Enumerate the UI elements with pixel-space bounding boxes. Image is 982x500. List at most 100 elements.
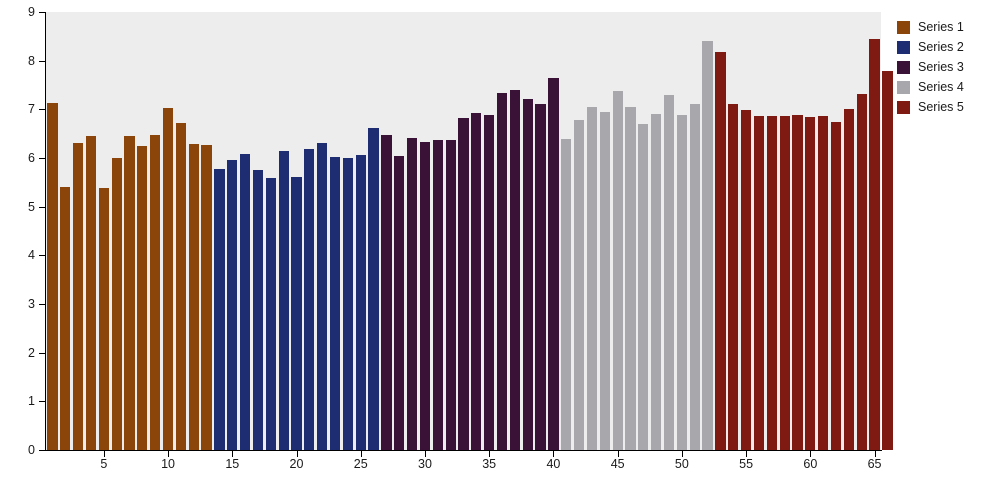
x-axis-tick-label: 30 <box>418 457 432 471</box>
legend-item[interactable]: Series 3 <box>897 58 979 77</box>
bar[interactable] <box>445 139 456 450</box>
y-axis-tick-label: 6 <box>28 151 35 165</box>
bar[interactable] <box>278 151 289 450</box>
legend-swatch-icon <box>897 81 910 94</box>
bar[interactable] <box>779 115 790 450</box>
bar[interactable] <box>227 159 238 450</box>
bar[interactable] <box>651 114 662 450</box>
y-axis-tick <box>39 12 46 13</box>
bar[interactable] <box>394 155 405 450</box>
bar[interactable] <box>676 115 687 450</box>
bar[interactable] <box>625 107 636 450</box>
bar[interactable] <box>85 135 97 450</box>
bar[interactable] <box>458 118 469 450</box>
x-axis-tick-label: 5 <box>100 457 108 471</box>
bar[interactable] <box>728 103 739 450</box>
x-axis-tick <box>874 451 876 457</box>
bar[interactable] <box>304 148 315 450</box>
y-axis-tick <box>39 158 46 159</box>
legend-item[interactable]: Series 1 <box>897 18 979 37</box>
y-axis-line <box>45 12 46 450</box>
x-axis-tick-label: 50 <box>674 457 689 471</box>
bar[interactable] <box>818 116 829 450</box>
bar[interactable] <box>175 122 186 450</box>
bar[interactable] <box>869 38 880 450</box>
bar[interactable] <box>72 143 84 450</box>
bar[interactable] <box>766 116 777 450</box>
bar[interactable] <box>599 112 610 450</box>
bar[interactable] <box>573 119 585 450</box>
bar[interactable] <box>368 128 379 450</box>
y-axis-tick <box>39 304 46 305</box>
bar[interactable] <box>856 94 867 450</box>
bar[interactable] <box>740 109 752 450</box>
bar[interactable] <box>843 109 854 450</box>
bar[interactable] <box>882 70 893 450</box>
bar[interactable] <box>252 170 264 450</box>
x-axis-tick-label: 15 <box>225 457 240 471</box>
bar[interactable] <box>124 136 135 450</box>
x-axis-tick <box>810 451 812 457</box>
y-axis-tick-label: 2 <box>28 345 35 360</box>
bar[interactable] <box>432 140 443 450</box>
x-axis-tick <box>168 451 170 457</box>
bar[interactable] <box>689 104 700 450</box>
bar[interactable] <box>355 154 366 450</box>
legend-item[interactable]: Series 2 <box>897 38 979 57</box>
bar[interactable] <box>522 98 533 450</box>
bar[interactable] <box>496 92 508 450</box>
x-axis-tick <box>103 451 105 457</box>
bar[interactable] <box>137 146 148 450</box>
legend-label: Series 3 <box>918 60 964 75</box>
bar[interactable] <box>47 103 58 450</box>
bar[interactable] <box>548 77 559 450</box>
bar[interactable] <box>702 41 713 450</box>
legend-item[interactable]: Series 4 <box>897 78 979 97</box>
bar[interactable] <box>265 178 276 450</box>
bar[interactable] <box>612 90 623 450</box>
bar[interactable] <box>98 188 109 450</box>
bar[interactable] <box>381 134 392 450</box>
bar[interactable] <box>484 115 495 450</box>
bar[interactable] <box>329 157 341 450</box>
bar[interactable] <box>792 115 803 450</box>
bar[interactable] <box>291 176 302 450</box>
y-axis-tick <box>39 401 46 403</box>
bar[interactable] <box>111 158 122 450</box>
legend-label: Series 5 <box>918 100 964 115</box>
bar[interactable] <box>830 121 842 450</box>
bar[interactable] <box>201 145 212 450</box>
bar[interactable] <box>561 139 572 450</box>
bar[interactable] <box>753 115 765 450</box>
bar[interactable] <box>188 144 199 450</box>
bar[interactable] <box>715 51 726 450</box>
x-axis-tick-label: 35 <box>482 457 497 471</box>
bar[interactable] <box>162 108 174 450</box>
x-axis-tick <box>681 451 683 457</box>
legend-swatch-icon <box>897 21 910 34</box>
bar[interactable] <box>214 168 225 450</box>
legend-item[interactable]: Series 5 <box>897 98 979 117</box>
y-axis-tick-label: 0 <box>28 443 35 457</box>
x-axis-tick <box>296 451 298 457</box>
y-axis-tick <box>39 206 46 208</box>
bar[interactable] <box>509 90 520 450</box>
bar[interactable] <box>471 112 482 450</box>
plot-area <box>45 12 893 450</box>
bar[interactable] <box>535 103 546 450</box>
bar[interactable] <box>663 94 675 450</box>
bar[interactable] <box>317 143 328 450</box>
bar[interactable] <box>342 158 353 450</box>
bar[interactable] <box>150 135 161 450</box>
bar[interactable] <box>239 154 251 450</box>
bar[interactable] <box>638 123 649 450</box>
bar[interactable] <box>586 106 598 450</box>
bar[interactable] <box>60 186 71 450</box>
bar[interactable] <box>419 141 431 450</box>
x-axis-tick-label: 40 <box>546 457 561 471</box>
x-axis-tick-label: 55 <box>739 457 754 471</box>
bar[interactable] <box>805 116 816 450</box>
bar[interactable] <box>406 138 418 450</box>
legend-label: Series 1 <box>918 20 964 35</box>
